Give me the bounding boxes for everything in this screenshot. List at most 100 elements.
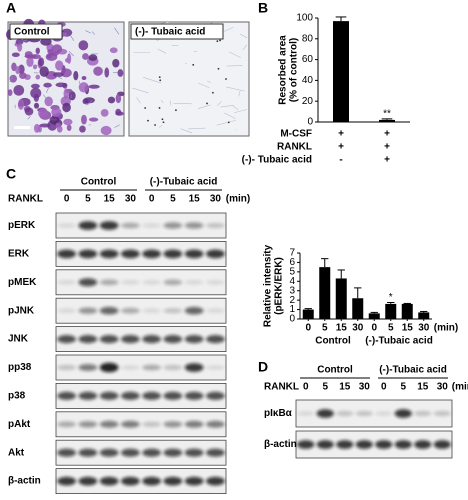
band bbox=[163, 421, 183, 428]
y-tick-label: 0 bbox=[289, 314, 295, 325]
time-label: 30 bbox=[437, 382, 449, 393]
band bbox=[163, 222, 183, 229]
band bbox=[78, 364, 98, 371]
band bbox=[99, 391, 119, 400]
band bbox=[99, 221, 119, 230]
cell bbox=[78, 40, 89, 51]
fiber bbox=[85, 30, 91, 34]
fiber bbox=[226, 86, 245, 92]
blot-label: pMEK bbox=[8, 277, 37, 288]
band bbox=[206, 249, 225, 259]
x-unit: (min) bbox=[434, 323, 458, 334]
band bbox=[142, 335, 161, 344]
cell bbox=[33, 123, 40, 133]
band bbox=[206, 280, 225, 285]
fiber bbox=[223, 27, 234, 32]
dot bbox=[154, 124, 156, 126]
fiber bbox=[188, 127, 206, 130]
cell bbox=[81, 114, 87, 125]
group-label: Control bbox=[317, 365, 353, 376]
fiber bbox=[91, 31, 95, 35]
band bbox=[99, 306, 119, 315]
fiber bbox=[53, 114, 56, 117]
x-tick-label: 30 bbox=[418, 323, 430, 334]
cell bbox=[66, 124, 72, 131]
cell bbox=[68, 91, 76, 101]
band bbox=[78, 249, 98, 259]
band bbox=[184, 391, 204, 400]
band bbox=[142, 308, 161, 314]
band bbox=[99, 249, 119, 259]
fiber bbox=[220, 104, 235, 108]
band bbox=[57, 476, 76, 486]
band bbox=[414, 410, 432, 417]
band bbox=[433, 440, 451, 449]
cell bbox=[79, 125, 86, 133]
dot bbox=[216, 40, 219, 43]
fiber bbox=[55, 75, 63, 80]
fiber bbox=[68, 50, 75, 57]
cell bbox=[100, 125, 112, 136]
dot bbox=[159, 79, 162, 82]
band bbox=[336, 410, 354, 417]
band bbox=[336, 440, 354, 449]
bar bbox=[335, 278, 347, 319]
cell bbox=[17, 42, 23, 52]
fiber bbox=[157, 48, 167, 54]
cell bbox=[43, 82, 52, 88]
band bbox=[99, 448, 119, 457]
cell bbox=[78, 82, 89, 93]
band bbox=[99, 476, 119, 486]
y-tick-label: 100 bbox=[296, 13, 313, 24]
band bbox=[297, 411, 315, 416]
fiber bbox=[238, 90, 241, 97]
blot-label: pERK bbox=[8, 220, 36, 231]
band bbox=[184, 363, 204, 372]
cell bbox=[93, 66, 103, 76]
time-label: 5 bbox=[400, 382, 406, 393]
band bbox=[121, 391, 140, 400]
x-tick-label: 15 bbox=[402, 323, 414, 334]
fiber bbox=[136, 97, 141, 104]
condition-value: + bbox=[338, 129, 344, 140]
cell bbox=[112, 58, 120, 68]
cell bbox=[51, 107, 62, 117]
band bbox=[78, 476, 98, 486]
y-axis-label: Relative intensity bbox=[263, 244, 274, 327]
cell bbox=[88, 117, 99, 122]
band bbox=[184, 335, 204, 344]
band bbox=[78, 391, 98, 400]
dot bbox=[147, 119, 149, 122]
significance: * bbox=[389, 292, 393, 303]
y-tick-label: 0 bbox=[307, 117, 313, 128]
blot-label: Akt bbox=[8, 447, 25, 458]
cell bbox=[15, 66, 21, 75]
dot bbox=[158, 76, 161, 79]
cell bbox=[39, 66, 49, 77]
dot bbox=[161, 118, 164, 121]
cell bbox=[30, 83, 40, 89]
band bbox=[163, 335, 183, 344]
dot bbox=[192, 63, 195, 66]
band bbox=[184, 280, 204, 285]
cell bbox=[30, 87, 42, 99]
y-tick-label: 5 bbox=[289, 266, 295, 277]
fiber bbox=[46, 87, 49, 93]
cell bbox=[33, 102, 40, 109]
cell bbox=[107, 96, 116, 104]
band bbox=[57, 391, 76, 400]
fiber bbox=[70, 94, 72, 99]
band bbox=[78, 335, 98, 344]
cell bbox=[11, 62, 17, 72]
y-axis-label: Resorbed area bbox=[278, 35, 289, 105]
time-label: 15 bbox=[339, 382, 351, 393]
condition-value: + bbox=[384, 129, 390, 140]
cell bbox=[35, 74, 41, 80]
cell bbox=[88, 84, 100, 89]
bar bbox=[401, 303, 413, 319]
significance: ** bbox=[383, 109, 391, 120]
band bbox=[78, 221, 98, 230]
band bbox=[78, 448, 98, 457]
fiber bbox=[87, 99, 93, 106]
band bbox=[57, 448, 76, 457]
